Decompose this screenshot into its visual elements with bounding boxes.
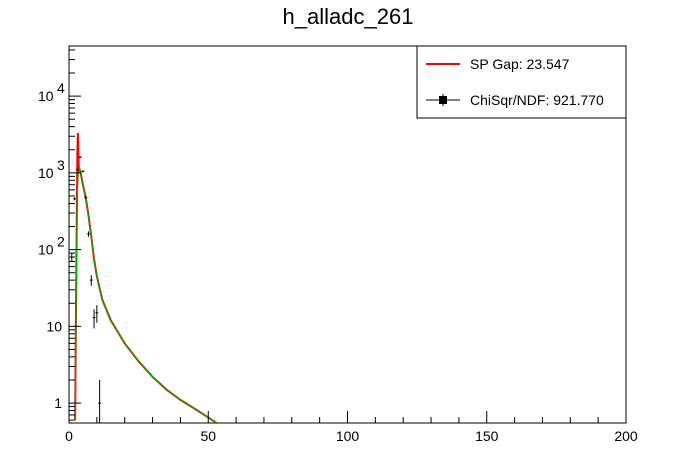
y-tick-label: 10 bbox=[38, 88, 54, 104]
x-tick-label: 200 bbox=[614, 428, 638, 444]
chart-title: h_alladc_261 bbox=[282, 4, 414, 29]
y-tick-label: 10 bbox=[38, 165, 54, 181]
fit-curve bbox=[74, 133, 218, 423]
y-tick-label: 10 bbox=[46, 318, 62, 334]
x-tick-label: 0 bbox=[65, 428, 73, 444]
x-tick-label: 150 bbox=[475, 428, 499, 444]
x-tick-label: 100 bbox=[336, 428, 360, 444]
legend-chi-label: ChiSqr/NDF: 921.770 bbox=[470, 92, 604, 108]
y-tick-exponent: 3 bbox=[57, 157, 65, 173]
y-tick-label: 1 bbox=[54, 395, 62, 411]
legend-fit-label: SP Gap: 23.547 bbox=[470, 56, 570, 72]
legend-data-square-icon bbox=[439, 96, 447, 104]
y-tick-exponent: 2 bbox=[57, 234, 65, 250]
x-tick-label: 50 bbox=[200, 428, 216, 444]
legend-box bbox=[416, 45, 627, 119]
legend: SP Gap: 23.547 ChiSqr/NDF: 921.770 bbox=[416, 45, 627, 119]
component-curve bbox=[74, 166, 217, 423]
x-axis: 0 50 100 150 200 bbox=[65, 411, 638, 444]
y-tick-label: 10 bbox=[38, 242, 54, 258]
y-tick-exponent: 4 bbox=[57, 80, 65, 96]
